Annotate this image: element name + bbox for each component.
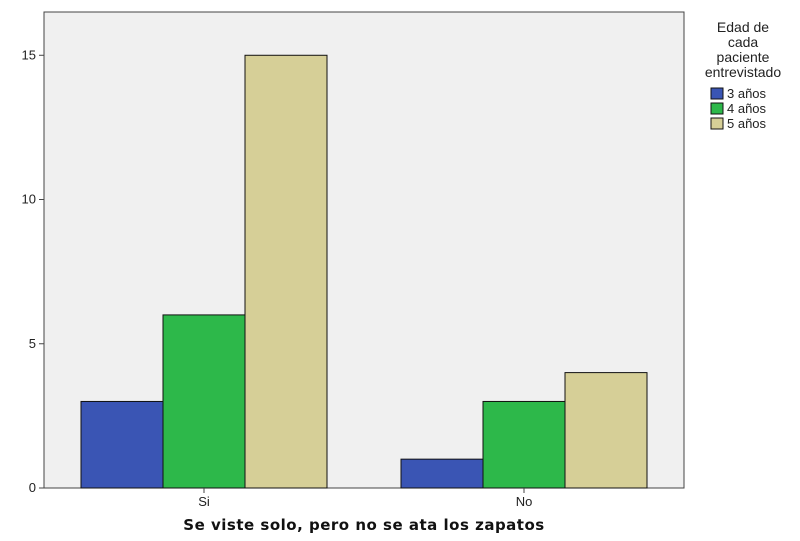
x-axis-title: Se viste solo, pero no se ata los zapato… bbox=[183, 516, 544, 534]
bar-no-2 bbox=[564, 372, 648, 489]
x-tick-label: No bbox=[516, 494, 533, 509]
y-tick-label: 10 bbox=[22, 192, 36, 207]
legend-title-line: Edad de bbox=[717, 19, 769, 35]
x-tick-label: Si bbox=[198, 494, 210, 509]
legend-label: 5 años bbox=[727, 116, 767, 131]
x-axis: Si No bbox=[198, 488, 532, 509]
y-tick-label: 5 bbox=[29, 336, 36, 351]
bar-no-0 bbox=[400, 458, 484, 489]
bar-si-2 bbox=[244, 54, 328, 489]
legend-label: 3 años bbox=[727, 86, 767, 101]
legend-title-line: paciente bbox=[717, 49, 770, 65]
bar-si-1 bbox=[162, 314, 246, 489]
legend-swatch bbox=[710, 117, 724, 130]
legend-label: 4 años bbox=[727, 101, 767, 116]
bar-si-0 bbox=[80, 400, 164, 489]
bar-no-1 bbox=[482, 400, 566, 489]
legend-title-line: cada bbox=[728, 34, 759, 50]
bars bbox=[80, 54, 648, 489]
y-tick-label: 0 bbox=[29, 480, 36, 495]
y-tick-label: 15 bbox=[22, 47, 36, 62]
legend-title-line: entrevistado bbox=[705, 64, 781, 80]
y-axis: 0 5 10 15 bbox=[22, 47, 44, 495]
legend-swatch bbox=[710, 87, 724, 100]
legend-swatch bbox=[710, 102, 724, 115]
